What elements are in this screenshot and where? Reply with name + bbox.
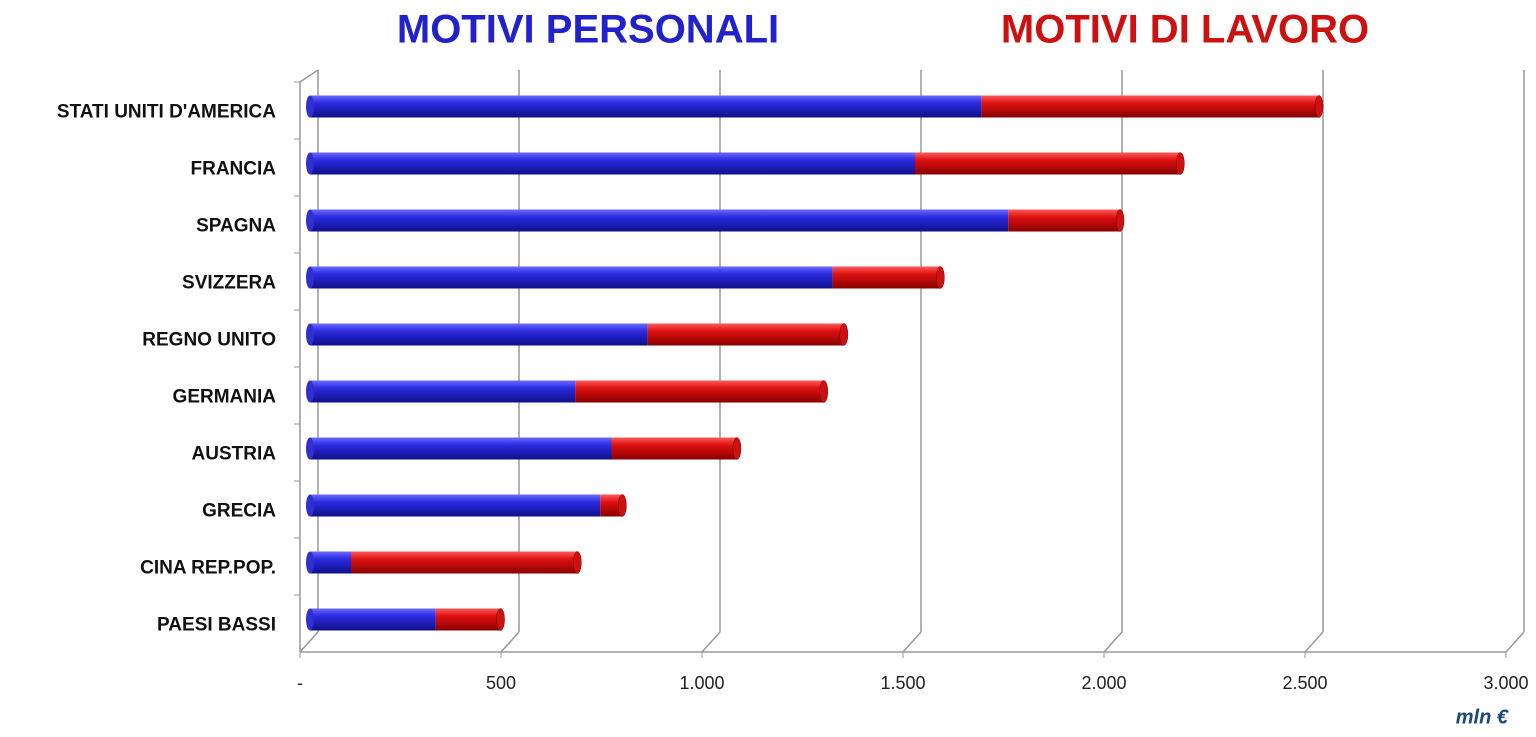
x-tick-label: 2.500 <box>1282 673 1327 693</box>
y-tick-label: FRANCIA <box>191 159 277 180</box>
y-tick-label: REGNO UNITO <box>142 330 276 351</box>
y-tick-label: SPAGNA <box>196 216 276 237</box>
bar <box>981 95 1320 118</box>
x-tick-label: 500 <box>486 673 516 693</box>
bar-start <box>306 380 314 403</box>
bar <box>600 494 623 517</box>
y-tick-label: AUSTRIA <box>192 444 277 465</box>
grid-depth <box>1505 631 1525 653</box>
bar-cap <box>936 266 945 289</box>
bar-cap <box>839 323 849 346</box>
bar <box>310 323 648 346</box>
bar <box>310 152 916 175</box>
bar-cap <box>618 494 627 517</box>
bar <box>310 551 352 574</box>
grid-depth <box>299 631 319 653</box>
bar-cap <box>1115 209 1125 232</box>
axis-depth <box>299 69 319 83</box>
bar <box>575 380 824 403</box>
y-tick-label: PAESI BASSI <box>157 615 276 636</box>
grid-depth <box>1304 631 1324 653</box>
bar-cap <box>496 608 505 631</box>
bar-cap <box>819 380 829 403</box>
y-tick-label: CINA REP.POP. <box>140 558 276 579</box>
bar <box>310 437 612 460</box>
x-tick-label: 3.000 <box>1483 673 1528 693</box>
grid-depth <box>1103 631 1123 653</box>
y-tick-label: STATI UNITI D'AMERICA <box>57 102 276 123</box>
axis-label: mln € <box>1456 706 1509 728</box>
bar <box>310 266 833 289</box>
bar <box>832 266 941 289</box>
grid-depth <box>902 631 922 653</box>
bar-start <box>306 95 314 118</box>
y-tick-label: GRECIA <box>202 501 276 522</box>
bar <box>1008 209 1121 232</box>
x-tick-label: 1.500 <box>880 673 925 693</box>
bar <box>647 323 844 346</box>
y-tick-label: GERMANIA <box>173 387 277 408</box>
bar-cap <box>573 551 582 574</box>
bar <box>611 437 737 460</box>
bar-cap <box>732 437 742 460</box>
bar-start <box>306 494 314 517</box>
bar-start <box>306 266 314 289</box>
bar-start <box>306 323 314 346</box>
bar-start <box>306 152 314 175</box>
bar <box>310 494 601 517</box>
grid-depth <box>701 631 721 653</box>
bar-cap <box>1176 152 1185 175</box>
bar-start <box>306 437 314 460</box>
grid-depth <box>500 631 520 653</box>
bar-start <box>306 608 314 631</box>
bar <box>435 608 501 631</box>
bar <box>310 95 982 118</box>
legend-entry: MOTIVI PERSONALI <box>397 8 779 52</box>
x-tick-label: 2.000 <box>1081 673 1126 693</box>
bar <box>310 209 1009 232</box>
bar <box>915 152 1181 175</box>
x-tick-label: - <box>297 673 303 693</box>
bar <box>351 551 578 574</box>
bar-cap <box>1314 95 1324 118</box>
bar <box>310 608 436 631</box>
y-tick-label: SVIZZERA <box>182 273 276 294</box>
legend-entry: MOTIVI DI LAVORO <box>1001 8 1369 52</box>
bar-start <box>306 209 314 232</box>
bar-start <box>306 551 314 574</box>
x-tick-label: 1.000 <box>679 673 724 693</box>
bar <box>310 380 576 403</box>
